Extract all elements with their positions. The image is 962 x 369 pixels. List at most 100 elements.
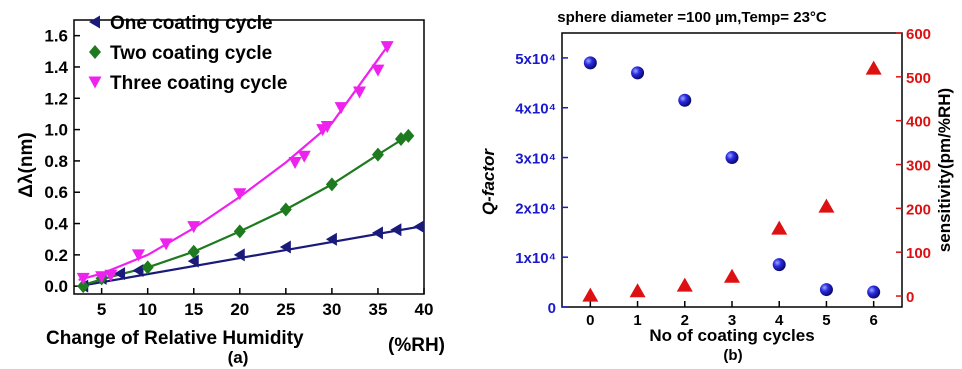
panel-a-series3-point (353, 86, 367, 99)
panel-b-y-right-tick-label: 500 (906, 70, 931, 87)
panel-a-x-tick-label: 10 (138, 300, 157, 319)
panel-b-markers (582, 56, 882, 302)
panel-a-x-tick-label: 40 (415, 300, 434, 319)
panel-a-series3-point (371, 64, 385, 77)
panel-b-ylabel-left: Q-factor (479, 148, 498, 216)
panel-a-ylabel: Δλ(nm) (16, 132, 37, 197)
panel-b-qfactor-point (725, 151, 739, 165)
panel-a-series3-point (159, 238, 173, 251)
panel-a-xlabel: Change of Relative Humidity (46, 328, 304, 349)
panel-b-title: sphere diameter =100 µm,Temp= 23°C (557, 9, 827, 26)
panel-b-y-right-tick-label: 200 (906, 201, 931, 218)
panel-b-ylabel-right: sensitivity(pm/%RH) (935, 88, 954, 252)
panel-b-sensitivity-point (724, 268, 740, 283)
panel-b-y-left-tick-label: 5x10⁴ (515, 51, 556, 68)
panel-a-series1-point (279, 240, 291, 254)
panel-b-y-right-tick-label: 400 (906, 114, 931, 131)
panel-b-y-left-tick-label: 4x10⁴ (515, 101, 556, 118)
panel-a-legend-marker-1 (89, 15, 100, 29)
panel-a-series2-point (233, 224, 246, 239)
panel-a-series2-point (279, 202, 292, 217)
panel-a-series3-point (233, 188, 247, 201)
panel-a-series3-point (131, 249, 145, 262)
panel-a-fit-line-1 (78, 224, 425, 288)
panel-b: sphere diameter =100 µm,Temp= 23°C 0 1 2 3 4… (479, 9, 954, 364)
panel-a-legend-label-1: One coating cycle (110, 13, 273, 34)
panel-a: 5 10 15 20 25 30 35 40 0.0 0.2 0.4 0.6 0.8 1.0 1.2 1.4 1… (16, 13, 445, 367)
panel-b-y-right-tick-label: 600 (906, 26, 931, 43)
panel-a-series3-point (95, 271, 109, 284)
panel-a-x-tick-label: 35 (368, 300, 387, 319)
panel-a-series1-point (114, 267, 126, 281)
panel-a-series1-point (325, 232, 337, 246)
panel-b-qfactor-point (772, 258, 786, 272)
panel-b-x-tick-label: 3 (728, 312, 736, 329)
panel-a-x-tick-label: 20 (230, 300, 249, 319)
panel-a-y-tick-label: 1.6 (44, 27, 68, 46)
panel-b-x-tick-label: 6 (869, 312, 877, 329)
panel-b-qfactor-point (819, 283, 833, 297)
panel-a-legend-marker-2 (89, 45, 101, 59)
panel-a-series3-point (334, 102, 348, 115)
panel-b-axes: 0 1 2 3 4 5 6 0 1x10⁴ 2x10⁴ 3x10⁴ 4x10⁴ 5x10⁴ 0 100 200… (515, 26, 931, 329)
panel-a-series2-point (402, 128, 415, 143)
panel-b-x-tick-label: 1 (633, 312, 641, 329)
panel-a-x-tick-label: 25 (276, 300, 295, 319)
panel-a-series3-point (187, 221, 201, 234)
panel-a-series3-point (288, 156, 302, 169)
panel-a-y-tick-label: 0.2 (44, 246, 68, 265)
panel-a-plot-frame (73, 19, 425, 295)
panel-a-x-tick-label: 30 (322, 300, 341, 319)
panel-a-y-tick-label: 1.4 (44, 58, 68, 77)
panel-a-series2-point (371, 147, 384, 162)
panel-b-qfactor-point (678, 93, 692, 107)
panel-b-sensitivity-point (818, 198, 835, 213)
panel-a-series3-point (76, 272, 90, 285)
panel-a-legend-marker-3 (88, 76, 102, 89)
panel-b-x-tick-label: 0 (586, 312, 594, 329)
panel-b-y-right-tick-label: 300 (906, 158, 931, 175)
panel-b-sensitivity-point (676, 277, 693, 292)
panel-a-series3-point (320, 120, 334, 133)
panel-b-xlabel: No of coating cycles (649, 326, 814, 345)
panel-a-label: (a) (228, 348, 249, 367)
panel-b-y-left-tick-label: 0 (548, 300, 556, 317)
panel-a-series1-point (371, 226, 383, 240)
panel-b-y-left-tick-label: 1x10⁴ (515, 250, 556, 267)
panel-a-y-tick-label: 0.0 (44, 277, 68, 296)
panel-a-series3-point (380, 41, 394, 54)
panel-a-x-tick-label: 15 (184, 300, 203, 319)
panel-a-series2-point (141, 260, 154, 275)
panel-b-qfactor-point (867, 285, 881, 299)
panel-b-sensitivity-point (629, 283, 646, 298)
panel-b-y-right-tick-label: 0 (906, 289, 914, 306)
panel-a-series3-point (297, 150, 311, 163)
panel-a-series1-point (187, 254, 199, 268)
panel-b-qfactor-point (583, 56, 597, 70)
panel-a-y-tick-label: 1.0 (44, 121, 68, 140)
panel-a-y-tick-label: 0.6 (44, 183, 68, 202)
panel-a-series1-point (413, 220, 425, 234)
panel-a-series2-point (325, 177, 338, 192)
panel-b-sensitivity-point (865, 60, 882, 75)
panel-a-legend-label-3: Three coating cycle (110, 73, 287, 94)
panel-a-series1-point (132, 264, 144, 278)
panel-b-y-right-tick-label: 100 (906, 245, 931, 262)
panel-b-x-tick-label: 4 (775, 312, 784, 329)
panel-b-x-tick-label: 2 (681, 312, 689, 329)
panel-b-plot-frame (561, 32, 903, 308)
panel-b-y-left-tick-label: 2x10⁴ (515, 200, 556, 217)
panel-b-y-left-tick-label: 3x10⁴ (515, 151, 556, 168)
panel-b-sensitivity-point (582, 287, 599, 302)
panel-b-sensitivity-point (771, 220, 788, 235)
panel-a-series1-point (390, 223, 402, 237)
panel-a-markers (76, 41, 425, 294)
panel-b-x-tick-label: 5 (822, 312, 830, 329)
panel-a-legend-label-2: Two coating cycle (110, 43, 272, 64)
panel-a-series3-point (104, 269, 118, 282)
panel-a-y-tick-label: 0.4 (44, 215, 68, 234)
panel-a-series1-point (233, 248, 245, 262)
panel-a-x-tick-label: 5 (97, 300, 106, 319)
panel-b-qfactor-point (631, 66, 645, 80)
